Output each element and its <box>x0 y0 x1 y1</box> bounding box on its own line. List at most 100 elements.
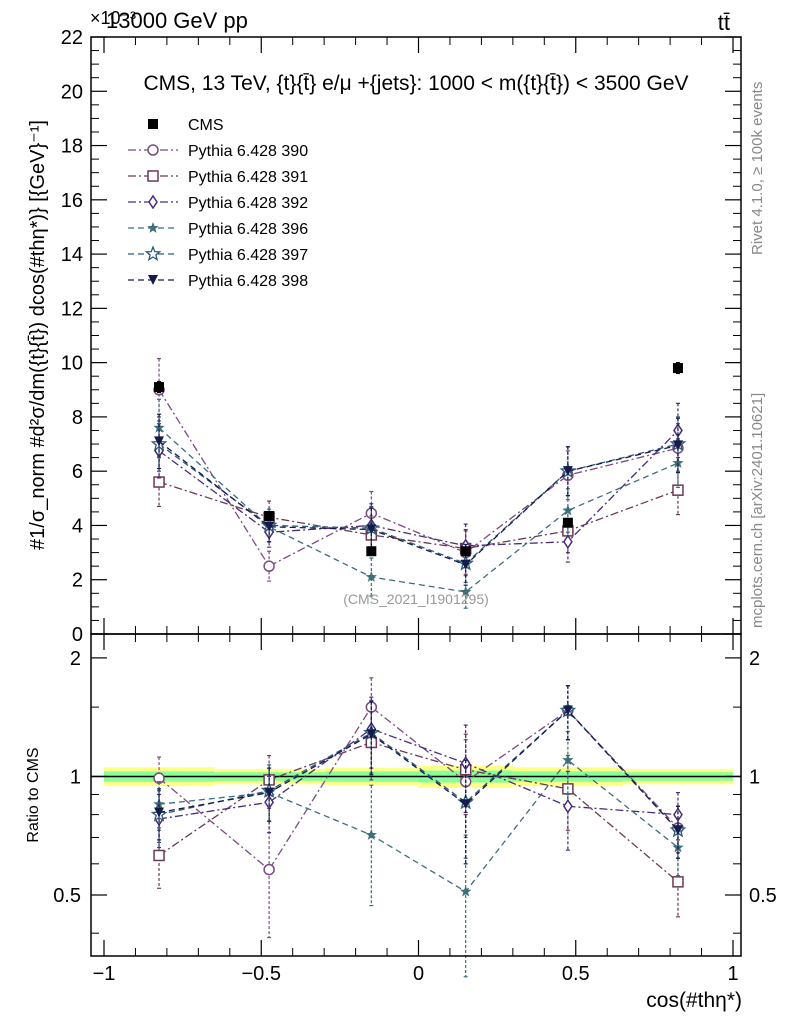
series-p392 <box>154 402 683 569</box>
data-point-p398 <box>460 559 471 570</box>
analysis-watermark: (CMS_2021_I1901295) <box>343 591 489 607</box>
main-y-tick-label: 14 <box>61 244 83 266</box>
data-point-p390-ratio <box>263 863 275 876</box>
series-line-p396 <box>158 427 679 593</box>
ratio-y-tick-label: 1 <box>70 766 81 788</box>
data-point-p396 <box>562 504 574 516</box>
legend-marker-cms <box>148 119 158 129</box>
series-p391 <box>153 457 684 569</box>
series-p396 <box>153 398 684 609</box>
legend-marker-p392 <box>148 194 158 210</box>
legend-label-p390: Pythia 6.428 390 <box>188 143 308 160</box>
main-y-tick-label: 22 <box>61 27 83 49</box>
series-cms <box>154 362 683 557</box>
legend-marker-p396 <box>147 222 159 233</box>
main-y-tick-label: 2 <box>72 570 83 592</box>
ratio-uncertainty-bands <box>91 765 741 788</box>
y-exponent-label: ×10⁻³ <box>90 8 136 28</box>
ratio-y-tick-label-right: 0.5 <box>749 885 777 907</box>
data-point-cms <box>154 382 165 393</box>
main-y-tick-label: 16 <box>61 190 83 212</box>
main-y-tick-label: 20 <box>61 81 83 103</box>
mcplots-label: mcplots.cern.ch [arXiv:2401.10621] <box>749 393 766 628</box>
data-point-p398-ratio <box>460 799 471 810</box>
data-point-p396 <box>460 585 472 597</box>
data-point-cms <box>264 510 275 521</box>
energy-label: 13000 GeV pp <box>106 8 248 33</box>
ratio-y-axis-label: Ratio to CMS <box>25 747 42 842</box>
ratio-marks <box>150 677 687 978</box>
data-point-p396-ratio <box>365 829 377 840</box>
legend-label-p392: Pythia 6.428 392 <box>188 195 308 212</box>
data-point-p391 <box>153 476 165 488</box>
main-y-tick-label: 0 <box>72 624 83 646</box>
main-y-tick-label: 18 <box>61 136 83 158</box>
ratio-y-tick-label: 2 <box>70 648 81 670</box>
main-y-tick-label: 4 <box>72 515 83 537</box>
legend-label-p391: Pythia 6.428 391 <box>188 169 308 186</box>
data-point-p392 <box>562 534 573 550</box>
main-marks <box>150 357 687 609</box>
legend-item-p396: Pythia 6.428 396 <box>128 221 308 238</box>
data-point-p390 <box>263 560 275 572</box>
ratio-panel-frame <box>90 633 742 957</box>
legend-label-cms: CMS <box>188 117 224 134</box>
x-tick-label: 0 <box>413 963 424 985</box>
data-point-p398-ratio <box>366 729 377 740</box>
data-point-p398 <box>366 524 377 535</box>
data-point-p392-ratio <box>460 755 471 771</box>
series-line-p392 <box>158 430 679 547</box>
main-y-tick-label: 6 <box>72 461 83 483</box>
series-line-p390-ratio <box>158 706 679 871</box>
data-point-p398 <box>154 436 165 447</box>
data-point-p392-ratio <box>562 798 573 814</box>
legend-label-p398: Pythia 6.428 398 <box>188 273 308 290</box>
data-point-cms <box>460 546 471 557</box>
x-tick-label: −0.5 <box>242 963 281 985</box>
series-p398 <box>154 413 683 586</box>
legend-item-cms: CMS <box>148 117 224 134</box>
data-point-p391-ratio <box>672 876 684 888</box>
data-point-p398 <box>264 521 275 532</box>
main-y-axis-label: #1/σ_norm #d²σ/dm({t}{t̄}) dcos(#thη*)} … <box>27 120 49 550</box>
legend-marker-p397 <box>144 245 162 262</box>
ratio-y-tick-label: 0.5 <box>53 885 81 907</box>
data-point-p398 <box>672 440 683 451</box>
x-tick-label: 1 <box>727 963 738 985</box>
series-p398-ratio <box>154 685 683 865</box>
data-point-p391-ratio <box>153 849 165 862</box>
series-line-p391-ratio <box>158 741 679 883</box>
series-line-p398-ratio <box>158 709 679 831</box>
series-p397 <box>150 416 687 584</box>
series-p391-ratio <box>153 711 684 918</box>
main-title: CMS, 13 TeV, {t}{t̄} e/μ +{jets}: 1000 <… <box>143 72 688 95</box>
series-line-p398 <box>158 440 679 566</box>
main-y-tick-label: 12 <box>61 298 83 320</box>
data-point-p391 <box>672 484 684 496</box>
legend-marker-p390 <box>147 144 159 156</box>
data-point-p396-ratio <box>562 754 574 765</box>
legend-marker-p398 <box>148 275 158 285</box>
data-point-p398-ratio <box>562 705 573 716</box>
x-tick-label: 0.5 <box>562 963 590 985</box>
rivet-label: Rivet 4.1.0, ≥ 100k events <box>749 82 766 255</box>
ratio-y-tick-label-right: 1 <box>749 766 760 788</box>
series-line-p392-ratio <box>158 728 679 820</box>
data-point-p396 <box>365 571 377 582</box>
data-point-p398-ratio <box>672 825 683 836</box>
legend-item-p392: Pythia 6.428 392 <box>128 194 308 212</box>
series-line-p390 <box>158 389 679 568</box>
main-y-tick-label: 8 <box>72 407 83 429</box>
data-point-p392-ratio <box>673 807 683 822</box>
data-point-cms <box>672 363 683 374</box>
legend-item-p391: Pythia 6.428 391 <box>128 169 308 186</box>
legend-item-p390: Pythia 6.428 390 <box>128 143 308 160</box>
data-point-p396-ratio <box>460 885 472 897</box>
data-point-cms <box>366 546 377 557</box>
data-point-cms <box>562 517 573 528</box>
legend-item-p397: Pythia 6.428 397 <box>128 245 308 264</box>
main-ticks: 0 2 4 6 8 10 12 14 16 18 20 22 <box>61 27 741 646</box>
data-point-p398 <box>562 466 573 477</box>
